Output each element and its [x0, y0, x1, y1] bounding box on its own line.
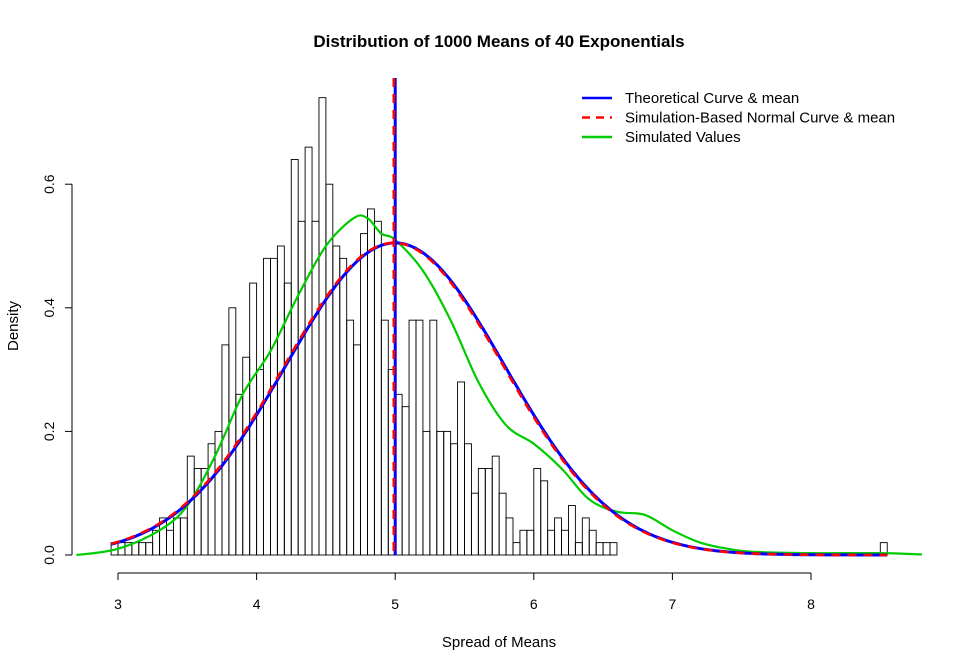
histogram-bar — [339, 257, 348, 556]
histogram-bar — [491, 455, 500, 556]
histogram-bar — [373, 220, 382, 556]
x-tick-label: 4 — [253, 596, 261, 612]
histogram-bar — [602, 542, 611, 556]
histogram-bar — [568, 505, 576, 556]
x-tick-label: 3 — [114, 596, 122, 612]
histogram-bar — [346, 319, 355, 556]
histogram-bar — [179, 517, 188, 556]
histogram-bar — [470, 492, 479, 556]
histogram-bar — [353, 344, 361, 556]
histogram-bar — [540, 480, 549, 556]
histogram-bar — [297, 220, 306, 556]
legend: Theoretical Curve & mean Simulation-Based… — [582, 90, 895, 146]
histogram-bar — [574, 542, 583, 556]
histogram-bar — [256, 369, 264, 556]
y-tick-label: 0.4 — [41, 298, 57, 318]
legend-label: Theoretical Curve & mean — [625, 90, 799, 107]
histogram-bar — [450, 443, 459, 556]
histogram-bar — [436, 430, 445, 556]
histogram-bar — [609, 542, 618, 556]
histogram-bar — [505, 517, 514, 556]
x-tick-label: 5 — [391, 596, 399, 612]
x-tick-label: 8 — [807, 596, 815, 612]
histogram-bar — [332, 245, 341, 556]
histogram-bar — [484, 468, 493, 556]
histogram-bar — [457, 381, 465, 556]
histogram-bar — [443, 430, 452, 556]
histogram-bar — [581, 517, 590, 556]
curves-group — [76, 78, 922, 557]
x-axis: 3 4 5 6 7 8 — [114, 572, 815, 612]
simulated-density-curve — [76, 214, 922, 557]
histogram-bar — [380, 319, 389, 556]
chart-title: Distribution of 1000 Means of 40 Exponen… — [313, 32, 684, 51]
histogram-bar — [138, 542, 147, 556]
histogram-bar — [588, 529, 597, 556]
histogram-bar — [276, 245, 285, 556]
histogram-bar — [429, 319, 438, 556]
histogram-bar — [304, 146, 313, 556]
histogram-bar — [512, 542, 521, 556]
histogram-bar — [311, 220, 320, 556]
histogram-bar — [595, 542, 604, 556]
histogram-bar — [547, 529, 556, 556]
y-axis: 0.0 0.2 0.4 0.6 — [41, 174, 73, 565]
y-axis-label: Density — [5, 300, 22, 351]
y-tick-label: 0.6 — [41, 174, 57, 194]
histogram-bar — [235, 393, 244, 556]
x-tick-label: 6 — [530, 596, 538, 612]
histogram-bar — [290, 159, 299, 556]
histogram-bar — [401, 406, 410, 556]
x-axis-label: Spread of Means — [442, 634, 556, 651]
histogram-bar — [360, 233, 368, 556]
histogram-bar — [498, 492, 507, 556]
legend-label: Simulated Values — [625, 129, 741, 146]
histogram-bar — [415, 319, 424, 556]
simulation-normal-curve — [110, 241, 888, 557]
legend-label: Simulation-Based Normal Curve & mean — [625, 110, 895, 127]
histogram-bar — [172, 517, 181, 556]
histogram-bar — [228, 307, 237, 556]
histogram-bar — [221, 344, 230, 556]
histogram-bar — [270, 257, 278, 556]
histogram-bar — [166, 529, 174, 556]
x-tick-label: 7 — [669, 596, 677, 612]
histogram-bar — [526, 529, 535, 556]
histogram-bar — [561, 529, 569, 556]
histogram-bar — [519, 529, 528, 556]
histogram-bar — [263, 257, 271, 556]
bars-group — [110, 97, 888, 556]
histogram-bar — [318, 97, 327, 556]
histogram-bar — [554, 517, 562, 556]
histogram-bar — [464, 443, 472, 556]
histogram-bar — [533, 468, 542, 556]
histogram-bar — [145, 542, 154, 556]
histogram-bar — [408, 319, 417, 556]
y-tick-label: 0.0 — [41, 545, 57, 565]
histogram-bar — [367, 208, 375, 556]
histogram-bar — [422, 430, 431, 556]
histogram-bar — [193, 468, 202, 556]
y-tick-label: 0.2 — [41, 421, 57, 441]
histogram-bar — [477, 468, 486, 556]
